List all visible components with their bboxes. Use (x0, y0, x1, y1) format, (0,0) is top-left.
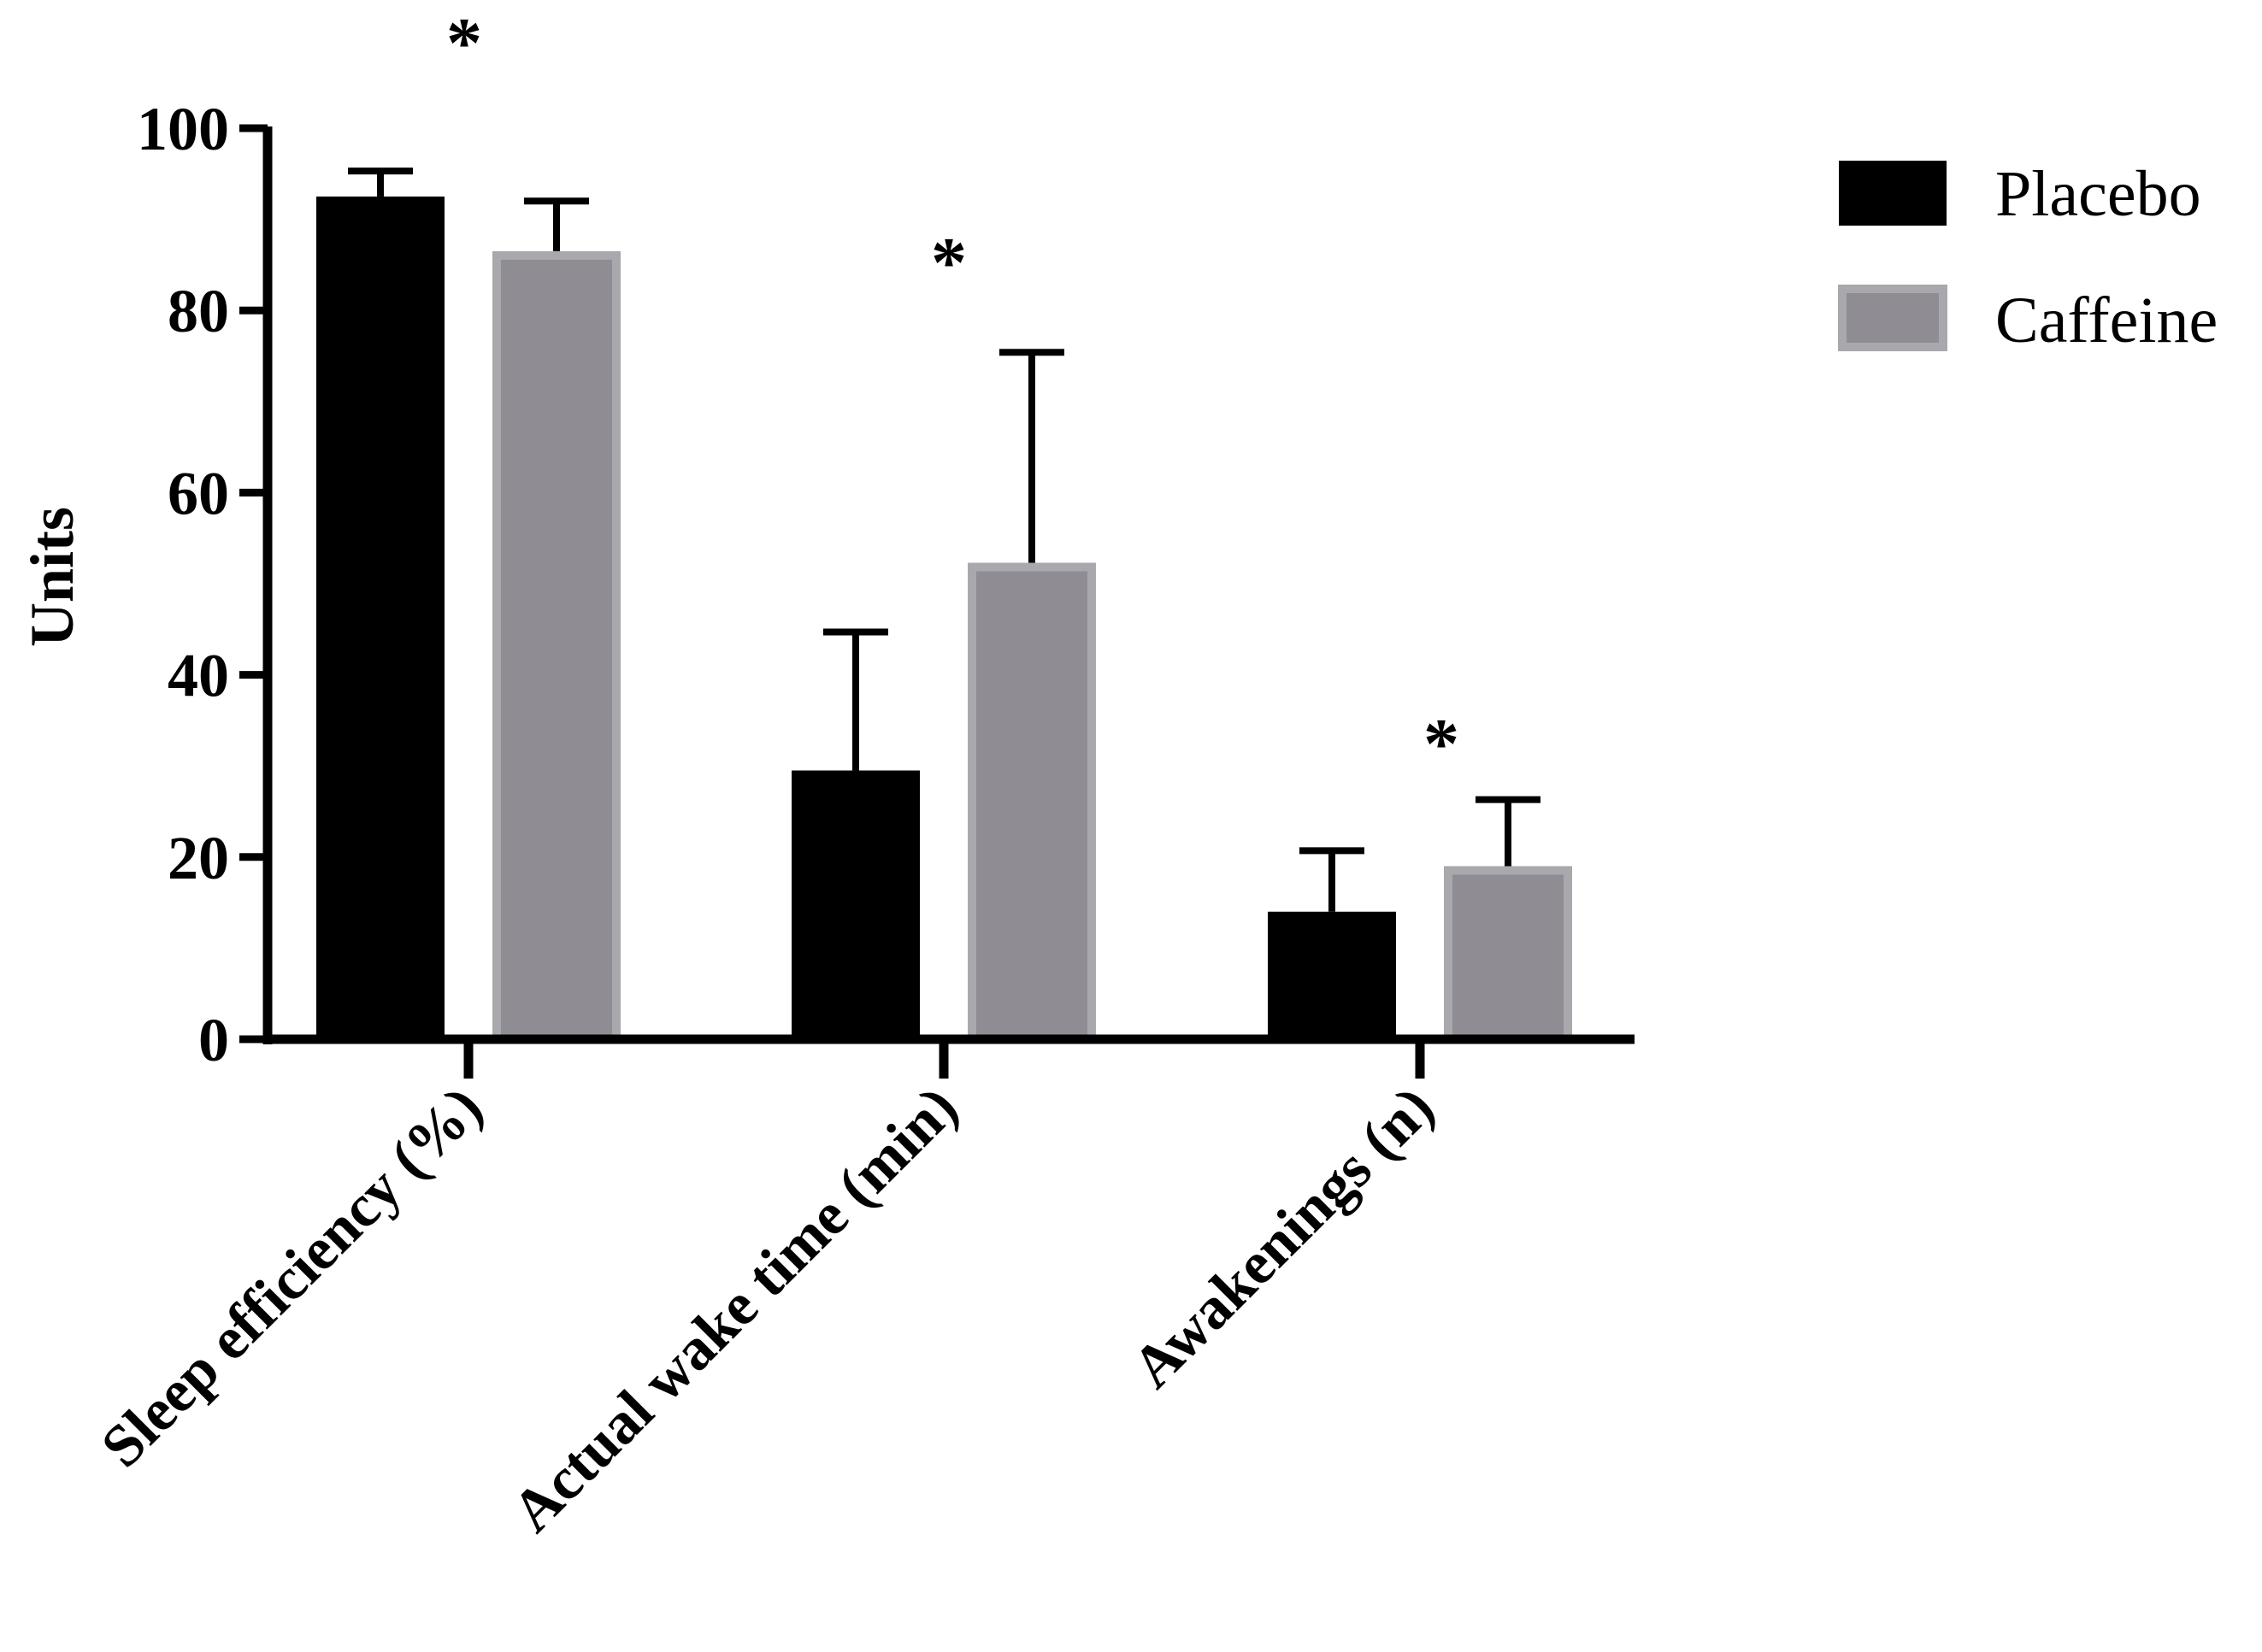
bar-caffeine-0 (492, 250, 621, 1044)
x-tick-label-0: Sleep efficiency (%) (89, 1074, 495, 1480)
y-tick-label-40: 40 (168, 642, 229, 710)
significance-marker-2: * (1423, 704, 1459, 784)
y-ticks-group: 0 20 40 60 80 100 (137, 95, 268, 1074)
annotations-group: * * * (446, 3, 1459, 784)
legend: Placebo Caffeine (1838, 158, 2218, 356)
legend-label-placebo: Placebo (1995, 158, 2201, 230)
y-tick-label-0: 0 (198, 1006, 229, 1074)
bar-placebo-0 (316, 196, 445, 1039)
bar-caffeine-1 (968, 562, 1096, 1044)
bar-placebo-1 (792, 770, 920, 1039)
legend-label-caffeine: Caffeine (1995, 285, 2218, 356)
y-tick-label-60: 60 (168, 459, 229, 527)
legend-swatch-caffeine (1838, 285, 1947, 351)
y-tick-label-20: 20 (168, 824, 229, 892)
legend-swatch-placebo (1839, 161, 1947, 226)
y-tick-label-80: 80 (168, 277, 229, 345)
x-tick-label-1: Actual wake time (min) (500, 1074, 971, 1545)
y-tick-label-100: 100 (137, 95, 229, 163)
error-bars-group (348, 168, 1540, 912)
significance-marker-0: * (446, 3, 482, 83)
bar-caffeine-2 (1444, 866, 1572, 1044)
bars-group (316, 196, 1572, 1044)
x-tick-label-2: Awakenings (n) (1120, 1074, 1446, 1401)
significance-marker-1: * (931, 223, 967, 303)
axes-group (262, 126, 1635, 1044)
y-axis-label: Units (18, 507, 86, 647)
bar-placebo-2 (1268, 911, 1396, 1039)
x-ticks-group: Sleep efficiency (%) Actual wake time (mi… (89, 1039, 1446, 1545)
